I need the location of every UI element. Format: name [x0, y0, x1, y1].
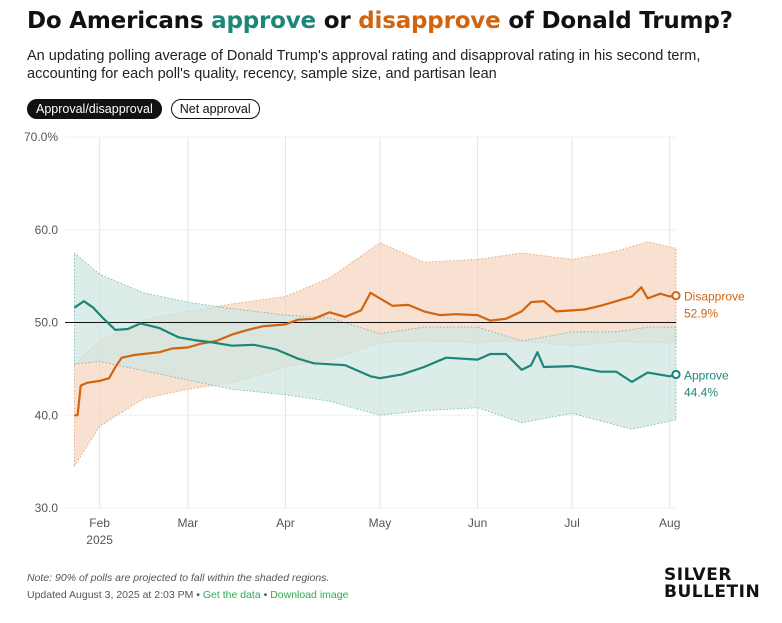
x-tick-sublabel: 2025: [86, 533, 113, 547]
confidence-band-approve: [74, 252, 677, 430]
title-part-1: Do Americans: [27, 8, 212, 34]
endpoint-approve[interactable]: [671, 369, 681, 380]
y-tick-label: 30.0: [35, 501, 59, 515]
end-value-disapprove: 52.9%: [684, 307, 718, 321]
separator: •: [193, 589, 203, 601]
separator: •: [260, 589, 271, 601]
toggle-approval-disapproval[interactable]: Approval/disapproval: [27, 99, 162, 119]
x-tick-label: Jul: [564, 516, 579, 530]
silver-bulletin-logo: SILVER BULLETIN: [664, 567, 760, 601]
chart-subtitle: An updating polling average of Donald Tr…: [27, 48, 701, 82]
get-data-link[interactable]: Get the data: [202, 589, 261, 601]
title-part-3: of Donald Trump?: [500, 8, 733, 34]
footnote: Note: 90% of polls are projected to fall…: [27, 572, 330, 584]
logo-line-2: BULLETIN: [664, 582, 761, 602]
y-tick-label: 40.0: [35, 408, 59, 422]
view-toggle-group: Approval/disapproval Net approval: [27, 99, 260, 119]
y-tick-label: 60.0: [35, 223, 59, 237]
x-tick-label: Mar: [177, 516, 198, 530]
x-tick-label: Jun: [468, 516, 487, 530]
x-tick-label: May: [369, 516, 392, 530]
download-image-link[interactable]: Download image: [270, 589, 349, 601]
toggle-net-approval[interactable]: Net approval: [170, 99, 260, 119]
y-tick-label: 50.0: [35, 316, 59, 330]
x-tick-label: Apr: [276, 516, 295, 530]
title-disapprove-word: disapprove: [358, 8, 501, 34]
y-tick-label: 70.0%: [24, 130, 58, 144]
title-part-2: or: [315, 8, 359, 34]
endpoint-disapprove[interactable]: [671, 291, 681, 301]
end-value-approve: 44.4%: [684, 385, 718, 399]
logo-line-1: SILVER: [664, 565, 732, 585]
series-line-approve[interactable]: [73, 300, 677, 383]
update-line: Updated August 3, 2025 at 2:03 PM • Get …: [27, 589, 348, 601]
chart-title: Do Americans approve or disapprove of Do…: [27, 8, 733, 34]
end-label-disapprove: Disapprove: [684, 290, 745, 304]
end-label-approve: Approve: [684, 368, 729, 382]
approval-chart[interactable]: Disapprove 52.9% Approve 44.4% 70.0% 60.0 50.0…: [0, 125, 782, 555]
x-tick-label: Aug: [659, 516, 680, 530]
title-approve-word: approve: [211, 8, 316, 34]
series-line-disapprove[interactable]: [74, 286, 677, 417]
x-tick-label: Feb: [89, 516, 110, 530]
updated-timestamp: Updated August 3, 2025 at 2:03 PM: [27, 589, 194, 601]
